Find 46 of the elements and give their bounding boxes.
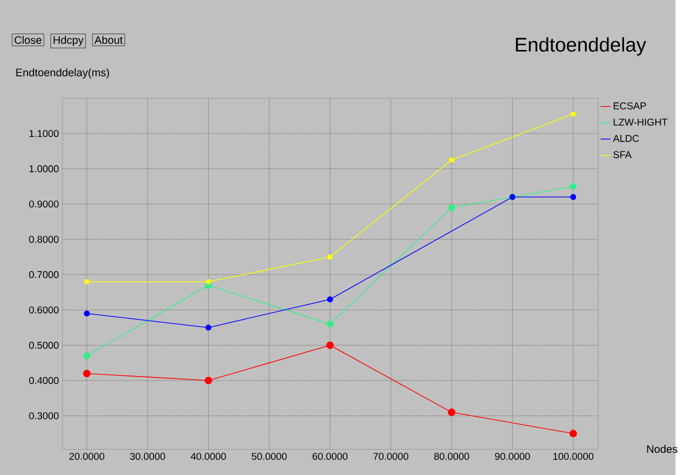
point: [448, 408, 456, 416]
x-tick-label: 90.0000: [495, 452, 530, 460]
point: [83, 370, 91, 378]
point: [570, 194, 576, 200]
point: [449, 157, 454, 162]
point: [326, 320, 334, 328]
chart-title: Endtoenddelay: [516, 37, 646, 56]
point: [206, 279, 211, 284]
point: [569, 430, 577, 438]
point: [204, 376, 212, 384]
text: Close: [14, 36, 42, 44]
y-tick-label: 1.1000: [30, 130, 59, 137]
x-tick-label: 80.0000: [434, 452, 470, 460]
y-tick-label: 0.4000: [29, 376, 59, 384]
legend-label: ECSAP: [614, 102, 646, 110]
point: [205, 324, 212, 330]
point: [84, 310, 90, 316]
x-axis-title: Nodes: [647, 444, 678, 453]
point: [570, 183, 577, 190]
y-tick-label: 0.9000: [29, 200, 59, 208]
point: [448, 204, 455, 211]
text: Hdcpy: [54, 36, 84, 46]
text: About: [94, 36, 123, 44]
x-tick-label: 40.0000: [190, 452, 226, 460]
legend-label: ALDC: [612, 134, 639, 142]
x-tick-label: 20.0000: [69, 452, 104, 460]
point: [570, 111, 576, 117]
y-tick-label: 0.7000: [29, 271, 59, 278]
y-tick-label: 0.3000: [29, 412, 59, 420]
x-tick-label: 30.0000: [130, 452, 166, 460]
legend-label: SFA: [613, 151, 632, 158]
point: [83, 352, 90, 360]
x-tick-label: 50.0000: [252, 452, 287, 460]
y-tick-label: 1.0000: [30, 165, 59, 172]
x-tick-label: 70.0000: [373, 452, 408, 460]
x-tick-label: 100.0000: [553, 452, 594, 460]
x-tick-label: 60.0000: [312, 452, 348, 460]
point: [327, 296, 333, 302]
point: [326, 341, 334, 349]
y-axis-title: Endtoenddelay(ms): [16, 68, 109, 78]
y-tick-label: 0.5000: [29, 342, 59, 349]
legend-label: LZW-HIGHT: [614, 118, 668, 126]
y-tick-label: 0.8000: [29, 236, 59, 243]
point: [84, 279, 90, 284]
point: [327, 254, 333, 260]
y-tick-label: 0.6000: [29, 306, 59, 314]
